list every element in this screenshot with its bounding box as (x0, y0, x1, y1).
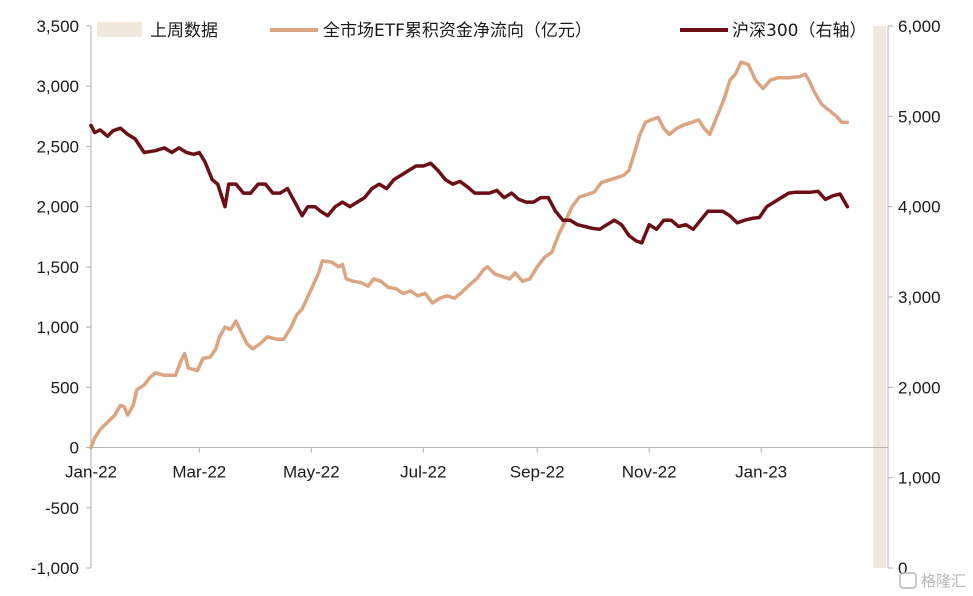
y-left-tick-label: 2,000 (36, 198, 79, 217)
legend-label-csi300: 沪深300（右轴） (732, 21, 866, 41)
watermark-text: 格隆汇 (921, 572, 966, 590)
y-right-tick-label: 4,000 (898, 198, 941, 217)
x-tick-label: Jan-22 (65, 463, 117, 482)
axes: -1,000 -500 0 500 1,000 1,500 2,000 2,500 3,000 3… (31, 17, 941, 578)
x-tick-label: Nov-22 (622, 463, 677, 482)
csi300-line (89, 123, 850, 245)
legend: 上周数据 全市场ETF累积资金净流向（亿元） 沪深300（右轴） (97, 21, 866, 41)
y-left-tick-label: 500 (51, 378, 79, 397)
y-left-tick-label: 2,500 (36, 137, 79, 156)
y-right-tick-label: 2,000 (898, 378, 941, 397)
x-tick-label: Jan-23 (735, 463, 787, 482)
y-left-tick-label: 3,500 (36, 17, 79, 36)
y-right-tick-label: 3,000 (898, 288, 941, 307)
y-right-tick-label: 1,000 (898, 469, 941, 488)
watermark-logo-icon (899, 572, 917, 589)
y-right-tick-label: 0 (898, 559, 907, 578)
last-week-highlight-band (873, 26, 886, 568)
legend-label-highlight: 上周数据 (150, 21, 218, 41)
x-tick-label: May-22 (283, 463, 340, 482)
y-right-tick-label: 6,000 (898, 17, 941, 36)
series-layer (89, 60, 850, 450)
y-left-tick-label: 1,000 (36, 318, 79, 337)
y-left-tick-label: 0 (70, 439, 79, 458)
legend-swatch-highlight (97, 22, 142, 37)
watermark: 格隆汇 (899, 572, 966, 590)
y-left-tick-label: -1,000 (31, 559, 79, 578)
etf-flow-line (89, 60, 850, 450)
legend-label-etf-flow: 全市场ETF累积资金净流向（亿元） (323, 21, 592, 41)
y-left-tick-label: -500 (45, 499, 79, 518)
x-tick-label: Sep-22 (510, 463, 565, 482)
y-left-tick-label: 3,000 (36, 77, 79, 96)
y-right-tick-label: 5,000 (898, 107, 941, 126)
x-tick-label: Jul-22 (400, 463, 446, 482)
x-tick-label: Mar-22 (172, 463, 226, 482)
y-left-tick-label: 1,500 (36, 258, 79, 277)
